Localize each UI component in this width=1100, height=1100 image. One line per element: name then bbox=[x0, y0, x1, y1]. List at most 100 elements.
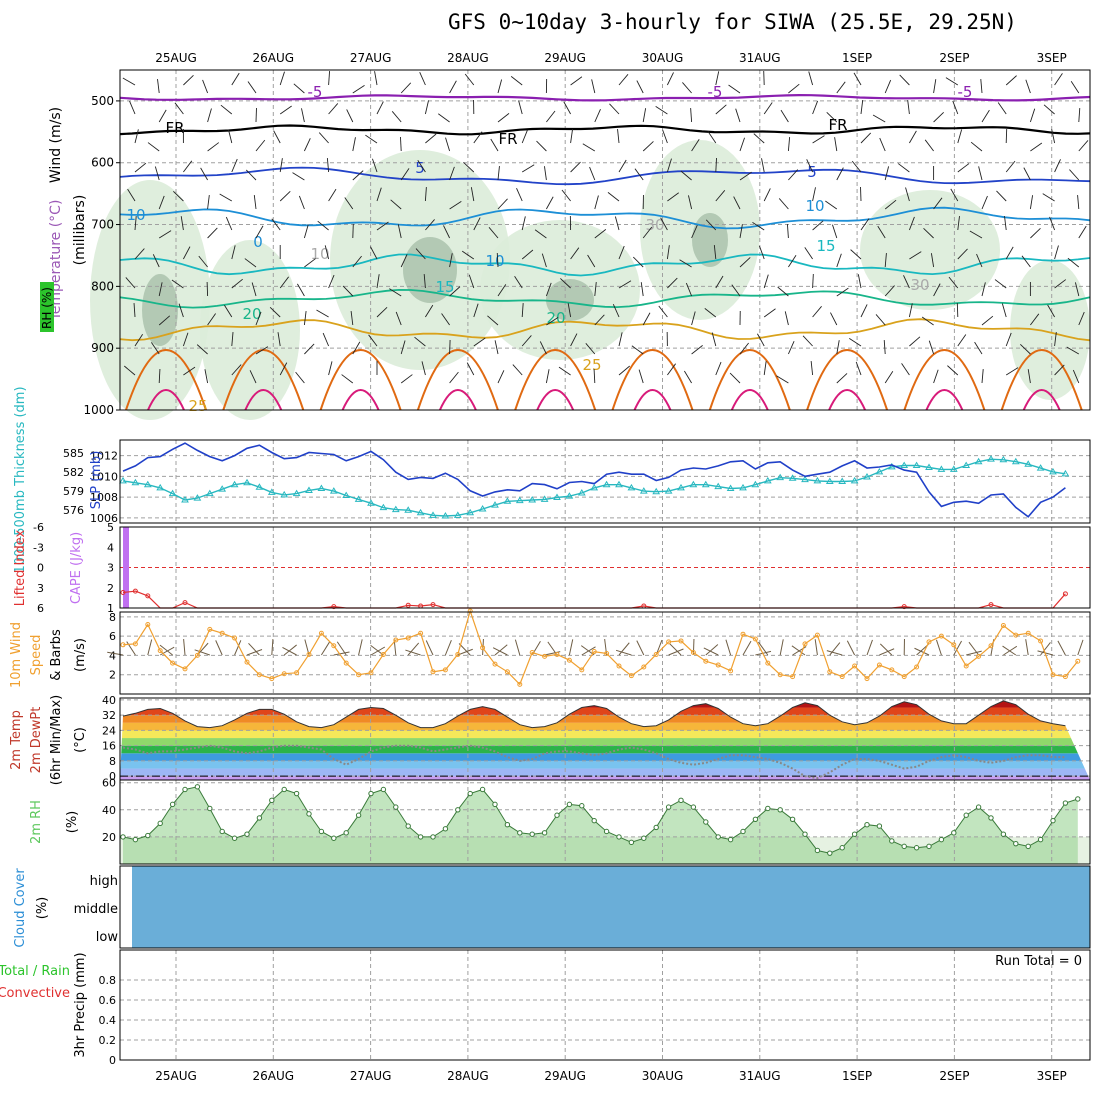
rh-point bbox=[628, 839, 635, 846]
temp-band bbox=[120, 707, 1090, 716]
upper-wind-barb bbox=[834, 137, 838, 152]
wind-speed-point bbox=[418, 630, 424, 636]
upper-wind-barb bbox=[691, 225, 698, 239]
upper-wind-barb bbox=[666, 158, 672, 173]
upper-wind-barb bbox=[836, 373, 848, 384]
upper-wind-barb bbox=[244, 258, 257, 268]
thickness-point bbox=[652, 487, 661, 495]
upper-wind-barb bbox=[395, 311, 402, 326]
wind10-barb bbox=[1077, 639, 1084, 656]
label-cloud-cover: Cloud Cover bbox=[13, 868, 28, 948]
upper-wind-barb bbox=[642, 312, 651, 326]
wind10-barb bbox=[248, 642, 260, 656]
upper-wind-barb bbox=[830, 312, 838, 326]
isotherm-30 bbox=[903, 349, 986, 411]
wind-speed-point bbox=[703, 658, 709, 664]
thickness-point bbox=[367, 499, 375, 506]
wind-speed-point bbox=[566, 657, 572, 663]
upper-wind-barb bbox=[303, 311, 307, 326]
wind-speed-point bbox=[765, 660, 771, 666]
upper-wind-barb bbox=[739, 171, 752, 181]
thickness-point bbox=[739, 483, 747, 491]
rh-point bbox=[467, 790, 473, 797]
rh-point bbox=[1037, 836, 1044, 843]
upper-wind-barb bbox=[207, 313, 216, 326]
upper-wind-barb bbox=[183, 366, 196, 376]
upper-wind-barb bbox=[497, 166, 500, 181]
isotherm-30 bbox=[708, 349, 791, 411]
upper-wind-barb bbox=[158, 368, 161, 384]
wind10m-panel: 8 6 4 2 10m Wind Speed & Barbs (m/s) bbox=[9, 608, 1091, 695]
rh-point bbox=[963, 812, 969, 818]
rh-tick-label: 20 bbox=[102, 831, 116, 844]
upper-wind-barb bbox=[183, 74, 194, 86]
upper-wind-barb bbox=[582, 143, 596, 152]
contour-label: FR bbox=[165, 119, 184, 137]
cape-bar bbox=[123, 527, 129, 608]
wind-speed-point bbox=[951, 642, 957, 648]
upper-wind-barb bbox=[245, 169, 257, 181]
upper-wind-barb bbox=[423, 274, 426, 289]
upper-wind-barb bbox=[812, 135, 825, 144]
upper-wind-barb bbox=[875, 314, 886, 326]
upper-wind-barb bbox=[449, 371, 459, 384]
isotherm-35 bbox=[1022, 389, 1061, 411]
thickness-point bbox=[987, 455, 995, 462]
thickness-point bbox=[999, 455, 1008, 463]
rh-point bbox=[1000, 831, 1007, 837]
upper-wind-barb bbox=[924, 139, 934, 152]
contour-label: 10 bbox=[485, 252, 504, 270]
thickness-tick-label: 579 bbox=[63, 485, 84, 498]
upper-wind-barb bbox=[204, 369, 209, 384]
upper-wind-barb bbox=[909, 336, 921, 347]
upper-wind-barb bbox=[778, 198, 789, 210]
upper-wind-barb bbox=[1054, 332, 1057, 347]
thickness-point bbox=[1036, 464, 1045, 471]
rh-point bbox=[145, 832, 151, 839]
rh-point bbox=[851, 831, 858, 837]
thickness-point bbox=[515, 496, 524, 504]
wind10-barb bbox=[668, 648, 684, 656]
upper-wind-barb bbox=[497, 284, 507, 297]
wind-speed-point bbox=[938, 633, 944, 639]
date-label-top: 26AUG bbox=[253, 51, 295, 65]
upper-wind-barb bbox=[389, 288, 402, 297]
rh-point bbox=[281, 786, 287, 793]
upper-wind-barb bbox=[468, 274, 475, 289]
contour-label: 15 bbox=[816, 237, 835, 255]
wind-panel-frame bbox=[119, 611, 1091, 695]
upper-wind-barb bbox=[219, 193, 233, 202]
upper-wind-barb bbox=[849, 337, 862, 347]
pressure-label: 700 bbox=[91, 218, 114, 232]
upper-wind-barb bbox=[660, 217, 668, 231]
upper-wind-barb bbox=[207, 227, 218, 239]
thickness-point bbox=[503, 497, 512, 504]
date-label-bottom: 3SEP bbox=[1037, 1069, 1067, 1083]
upper-wind-barb bbox=[293, 83, 305, 94]
temp-band bbox=[120, 745, 1090, 754]
upper-wind-barb bbox=[443, 225, 451, 239]
wind10-barb bbox=[159, 644, 173, 656]
wind-speed-point bbox=[492, 661, 498, 667]
upper-wind-barb bbox=[872, 114, 886, 123]
upper-wind-barb bbox=[658, 305, 668, 318]
upper-wind-barb bbox=[570, 76, 583, 86]
wind10-barb bbox=[282, 647, 297, 656]
upper-wind-barb bbox=[618, 73, 629, 86]
contour-label: 15 bbox=[435, 278, 454, 296]
upper-wind-barb bbox=[947, 365, 959, 376]
precip-panel-frame bbox=[119, 949, 1091, 1061]
upper-wind-barb bbox=[884, 285, 895, 297]
thickness-point bbox=[602, 480, 611, 488]
label-temp-3: (6hr Min/Max) bbox=[49, 695, 64, 785]
upper-wind-barb bbox=[231, 72, 240, 86]
upper-wind-barb bbox=[945, 77, 959, 86]
wind-speed-point bbox=[926, 639, 932, 645]
upper-wind-barb bbox=[198, 255, 208, 268]
upper-wind-barb bbox=[328, 274, 335, 289]
upper-wind-barb bbox=[441, 313, 450, 326]
rh-shade bbox=[200, 240, 300, 420]
upper-wind-barb bbox=[836, 287, 849, 297]
rh-point bbox=[740, 828, 746, 835]
upper-wind-barb bbox=[570, 247, 580, 260]
